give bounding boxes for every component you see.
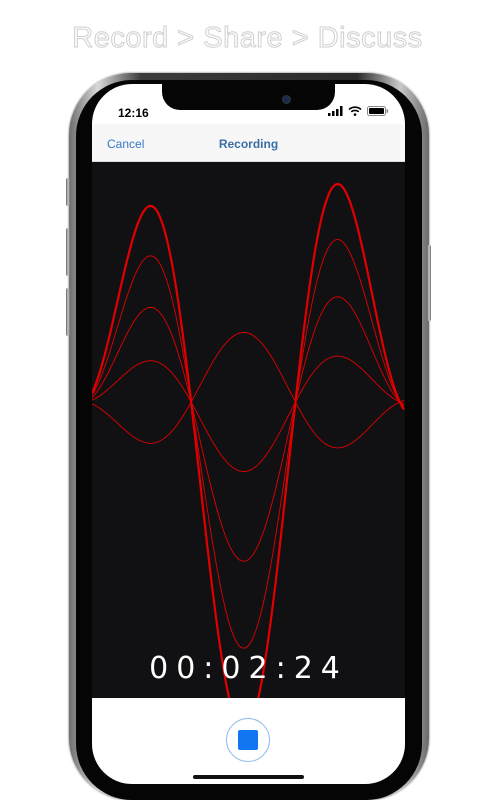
camera-icon: [282, 95, 291, 104]
waveform-line: [92, 239, 405, 649]
status-time: 12:16: [118, 106, 149, 120]
phone-silent-switch: [66, 178, 70, 206]
recording-timer: 00:02:24: [149, 651, 348, 686]
headline: Record > Share > Discuss: [72, 22, 423, 55]
stop-icon: [238, 730, 258, 750]
waveform-line: [92, 296, 405, 562]
home-indicator: [193, 775, 304, 779]
stop-button[interactable]: [226, 718, 270, 762]
signal-icon: [328, 106, 343, 116]
wifi-icon: [348, 106, 362, 116]
status-bar: 12:16: [92, 84, 405, 124]
waveform-line: [92, 332, 405, 449]
waveform-graphic: [92, 182, 405, 698]
phone-volume-up: [66, 228, 70, 276]
notch: [162, 84, 335, 110]
phone-power-button: [427, 245, 431, 321]
waveform-line: [92, 355, 405, 472]
cancel-button[interactable]: Cancel: [107, 137, 145, 151]
bottom-toolbar: [92, 698, 405, 784]
status-icons: [328, 106, 389, 116]
phone-volume-down: [66, 288, 70, 336]
phone-screen: 12:16 Cancel Recording: [92, 84, 405, 784]
nav-bar: Cancel Recording: [92, 124, 405, 162]
waveform-visualizer: [92, 162, 405, 698]
battery-icon: [367, 106, 389, 116]
page-title: Recording: [218, 137, 279, 151]
waveform-line: [92, 182, 405, 698]
